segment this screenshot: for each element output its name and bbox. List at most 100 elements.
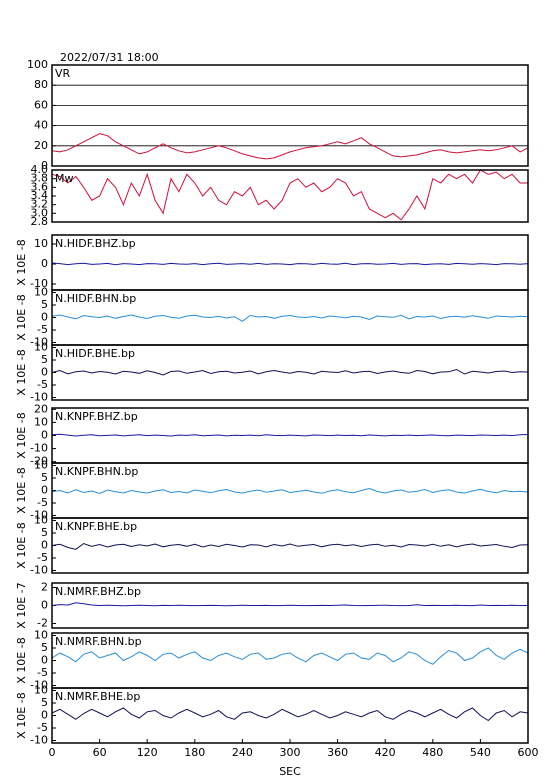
y-tick-label: 100 <box>27 58 48 71</box>
y-tick-label: -20 <box>30 455 48 468</box>
series-line <box>51 133 529 160</box>
series-label: N.KNPF.BHE.bp <box>55 520 137 533</box>
series-label: VR <box>55 67 71 80</box>
x-tick-label: 480 <box>422 746 443 759</box>
y-tick-label: 10 <box>34 237 48 250</box>
y-tick-label: 3.2 <box>31 198 49 211</box>
y-axis-label: X 10E -8 <box>15 294 28 340</box>
y-tick-label: 20 <box>34 402 48 415</box>
y-tick-label: -10 <box>30 679 48 692</box>
y-axis-label: X 10E -7 <box>15 582 28 628</box>
series-label: N.NMRF.BHZ.bp <box>55 585 141 598</box>
series-line <box>51 542 529 550</box>
series-line <box>51 647 529 665</box>
y-tick-label: -10 <box>30 336 48 349</box>
panel-frame <box>51 517 529 574</box>
panel-frame <box>51 169 529 223</box>
y-tick-label: 5 <box>41 641 48 654</box>
series-line <box>51 368 529 376</box>
y-axis-label: X 10E -8 <box>15 349 28 395</box>
y-axis-label: X 10E -8 <box>15 239 28 285</box>
y-tick-label: -10 <box>30 734 48 747</box>
series-line <box>51 707 529 722</box>
y-tick-label: 2.8 <box>31 215 49 228</box>
x-tick-label: 120 <box>137 746 158 759</box>
series-line <box>51 169 528 221</box>
y-tick-label: 60 <box>34 98 48 111</box>
y-tick-label: 5 <box>41 353 48 366</box>
series-label: Mw <box>55 172 74 185</box>
y-tick-label: 10 <box>34 341 48 354</box>
y-tick-label: 0 <box>41 311 48 324</box>
y-tick-label: 3.8 <box>31 172 49 185</box>
y-tick-label: 4.0 <box>31 163 49 176</box>
series-line <box>51 487 529 495</box>
y-tick-label: 0 <box>41 599 48 612</box>
y-tick-label: 10 <box>34 684 48 697</box>
y-tick-label: 10 <box>34 514 48 527</box>
y-tick-label: 5 <box>41 471 48 484</box>
y-tick-label: -10 <box>30 509 48 522</box>
y-tick-label: 0 <box>41 654 48 667</box>
series-label: N.NMRF.BHN.bp <box>55 635 142 648</box>
panel-frame <box>51 582 529 629</box>
y-tick-label: 2 <box>41 581 48 594</box>
y-tick-label: 3.0 <box>31 206 49 219</box>
y-tick-label: 0 <box>41 709 48 722</box>
series-line <box>51 602 528 607</box>
y-tick-label: -5 <box>37 551 48 564</box>
series-label: N.NMRF.BHE.bp <box>55 690 140 703</box>
panel-frame <box>51 64 529 167</box>
x-tick-label: 0 <box>49 746 56 759</box>
panel-frame <box>51 344 529 401</box>
x-tick-label: 540 <box>470 746 491 759</box>
series-line <box>51 314 529 322</box>
y-tick-label: 0 <box>41 159 48 172</box>
y-tick-label: 10 <box>34 415 48 428</box>
y-tick-label: 0 <box>41 257 48 270</box>
series-line <box>51 262 529 266</box>
y-tick-label: -10 <box>30 277 48 290</box>
y-tick-label: 80 <box>34 78 48 91</box>
y-tick-label: 3.4 <box>31 189 49 202</box>
series-label: N.HIDF.BHE.bp <box>55 347 135 360</box>
y-tick-label: 10 <box>34 286 48 299</box>
y-tick-label: -10 <box>30 442 48 455</box>
x-tick-label: 300 <box>280 746 301 759</box>
x-tick-label: 360 <box>327 746 348 759</box>
series-label: N.KNPF.BHZ.bp <box>55 410 138 423</box>
y-tick-label: 5 <box>41 298 48 311</box>
y-axis-label: X 10E -8 <box>15 637 28 683</box>
y-tick-label: 5 <box>41 696 48 709</box>
y-tick-label: 3.6 <box>31 180 49 193</box>
x-tick-label: 420 <box>375 746 396 759</box>
y-tick-label: -2 <box>37 617 48 630</box>
x-tick-label: 180 <box>184 746 205 759</box>
series-line <box>51 433 529 437</box>
series-label: N.HIDF.BHN.bp <box>55 292 136 305</box>
x-axis-label: SEC <box>279 765 301 778</box>
y-tick-label: 40 <box>34 119 48 132</box>
y-axis-label: X 10E -8 <box>15 522 28 568</box>
y-tick-label: 10 <box>34 629 48 642</box>
series-label: N.HIDF.BHZ.bp <box>55 237 136 250</box>
y-axis-label: X 10E -8 <box>15 692 28 738</box>
y-tick-label: 0 <box>41 539 48 552</box>
y-tick-label: -5 <box>37 721 48 734</box>
series-label: N.KNPF.BHN.bp <box>55 465 138 478</box>
x-tick-label: 240 <box>232 746 253 759</box>
y-tick-label: 0 <box>41 429 48 442</box>
y-tick-label: 0 <box>41 366 48 379</box>
y-tick-label: 0 <box>41 484 48 497</box>
chart-title: 2022/07/31 18:00 <box>60 51 159 64</box>
y-tick-label: -5 <box>37 323 48 336</box>
y-tick-label: 5 <box>41 526 48 539</box>
x-tick-label: 600 <box>518 746 539 759</box>
y-tick-label: 10 <box>34 459 48 472</box>
y-tick-label: -10 <box>30 391 48 404</box>
y-tick-label: -5 <box>37 496 48 509</box>
y-tick-label: -5 <box>37 666 48 679</box>
x-tick-label: 60 <box>93 746 107 759</box>
y-axis-label: X 10E -8 <box>15 467 28 513</box>
